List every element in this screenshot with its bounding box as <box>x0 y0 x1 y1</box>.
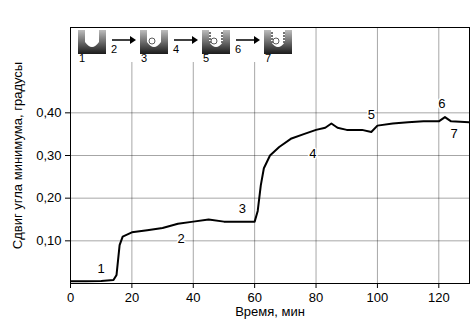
svg-text:100: 100 <box>367 290 389 305</box>
svg-text:80: 80 <box>309 290 323 305</box>
svg-text:20: 20 <box>125 290 139 305</box>
svg-text:5: 5 <box>368 107 375 122</box>
svg-text:1: 1 <box>79 52 85 64</box>
svg-text:7: 7 <box>451 126 458 141</box>
svg-text:4: 4 <box>309 146 316 161</box>
svg-text:2: 2 <box>111 43 117 55</box>
svg-text:60: 60 <box>247 290 261 305</box>
svg-text:6: 6 <box>235 43 241 55</box>
svg-text:Сдвиг угла минимума, градусы: Сдвиг угла минимума, градусы <box>10 62 25 249</box>
svg-text:5: 5 <box>203 52 209 64</box>
svg-text:0,10: 0,10 <box>36 233 61 248</box>
svg-text:6: 6 <box>438 96 445 111</box>
svg-text:0,40: 0,40 <box>36 105 61 120</box>
svg-text:4: 4 <box>173 43 179 55</box>
svg-text:0,20: 0,20 <box>36 190 61 205</box>
svg-text:7: 7 <box>265 52 271 64</box>
svg-text:Время, мин: Время, мин <box>235 304 305 319</box>
svg-text:120: 120 <box>428 290 450 305</box>
svg-text:0: 0 <box>67 290 74 305</box>
svg-text:1: 1 <box>98 261 105 276</box>
svg-text:0,30: 0,30 <box>36 148 61 163</box>
svg-text:3: 3 <box>239 201 246 216</box>
svg-text:3: 3 <box>141 52 147 64</box>
svg-text:2: 2 <box>177 231 184 246</box>
svg-text:40: 40 <box>186 290 200 305</box>
